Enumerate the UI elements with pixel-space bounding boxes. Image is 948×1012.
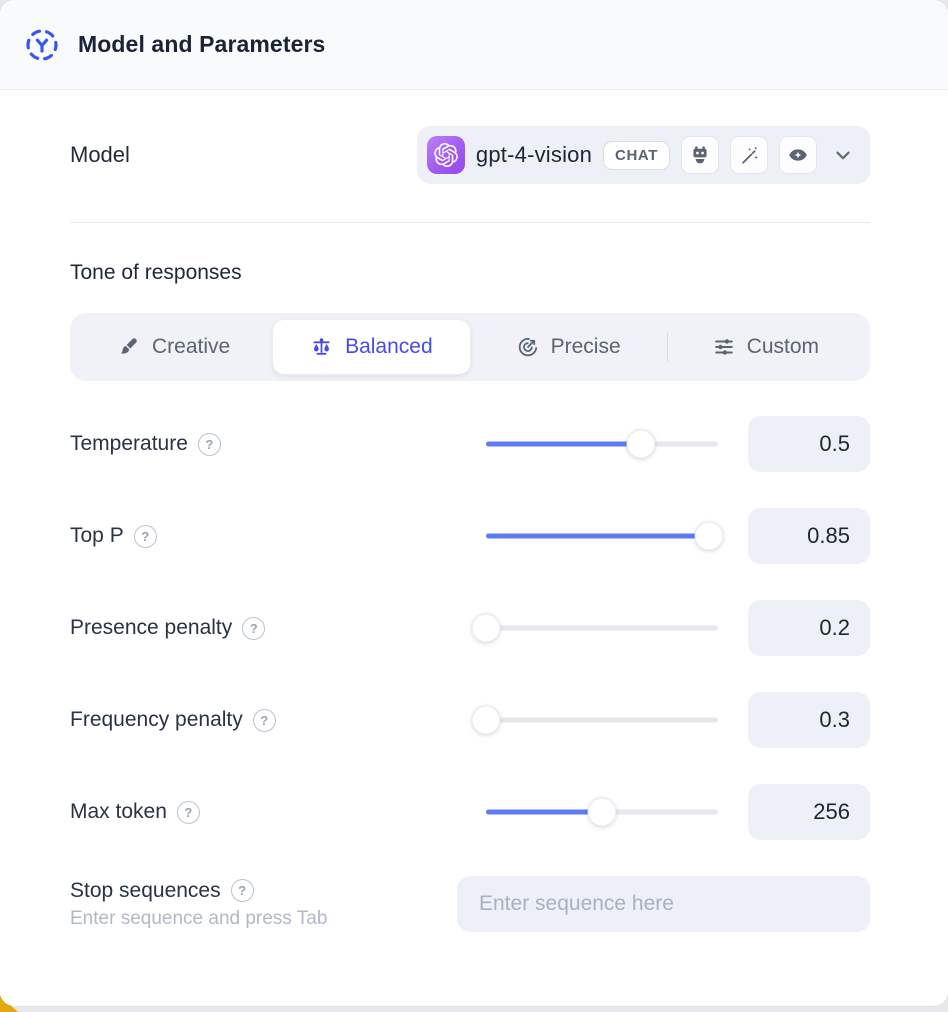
model-row: Model gpt-4-vision CHAT — [70, 126, 870, 184]
max-token-slider[interactable] — [486, 797, 718, 827]
parameter-row-max-token: Max token ? 256 — [70, 784, 870, 840]
slider-thumb[interactable] — [471, 705, 501, 735]
openai-logo-icon — [426, 136, 465, 174]
model-label: Model — [70, 142, 130, 167]
panel-header: Model and Parameters — [0, 0, 948, 90]
help-icon[interactable]: ? — [230, 879, 254, 902]
robot-icon[interactable] — [681, 136, 719, 174]
panel-body: Model gpt-4-vision CHAT — [0, 126, 948, 932]
tone-option-label: Precise — [550, 335, 621, 358]
top-p-value[interactable]: 0.85 — [748, 508, 870, 564]
tone-segmented-control: Creative Balanced — [70, 313, 870, 381]
slider-thumb[interactable] — [626, 429, 656, 459]
tone-option-label: Creative — [152, 335, 231, 358]
stop-sequences-input[interactable] — [457, 876, 870, 932]
help-icon[interactable]: ? — [133, 524, 157, 548]
temperature-slider[interactable] — [486, 429, 718, 459]
tone-option-precise[interactable]: Precise — [471, 319, 667, 375]
help-icon[interactable]: ? — [176, 800, 200, 824]
top-p-label: Top P — [70, 524, 124, 547]
slider-thumb[interactable] — [471, 613, 501, 643]
frequency-penalty-label: Frequency penalty — [70, 708, 243, 731]
temperature-label: Temperature — [70, 432, 188, 455]
section-divider — [70, 222, 870, 223]
parameter-row-top-p: Top P ? 0.85 — [70, 508, 870, 564]
vision-eye-icon[interactable] — [779, 136, 817, 174]
slider-fill — [486, 809, 602, 815]
help-icon[interactable]: ? — [252, 708, 276, 732]
frequency-penalty-value[interactable]: 0.3 — [748, 692, 870, 748]
slider-thumb[interactable] — [694, 521, 724, 551]
max-token-value[interactable]: 256 — [748, 784, 870, 840]
panel-title: Model and Parameters — [78, 31, 326, 57]
presence-penalty-label: Presence penalty — [70, 616, 233, 639]
stop-sequences-hint: Enter sequence and press Tab — [70, 907, 328, 929]
target-icon — [517, 336, 539, 358]
parameter-row-presence-penalty: Presence penalty ? 0.2 — [70, 600, 870, 656]
slider-track[interactable] — [486, 717, 718, 723]
tone-heading: Tone of responses — [70, 261, 242, 284]
balance-scale-icon — [310, 336, 333, 359]
parameter-row-frequency-penalty: Frequency penalty ? 0.3 — [70, 692, 870, 748]
slider-fill — [486, 533, 709, 539]
max-token-label: Max token — [70, 800, 167, 823]
tone-option-balanced[interactable]: Balanced — [272, 319, 471, 375]
chevron-down-icon[interactable] — [832, 144, 854, 166]
tone-option-label: Balanced — [345, 335, 433, 358]
magic-wand-icon[interactable] — [730, 136, 768, 174]
model-selector[interactable]: gpt-4-vision CHAT — [416, 126, 870, 184]
parameters-section: Temperature ? 0.5 Top P ? — [70, 416, 870, 932]
ai-agent-icon — [24, 27, 60, 63]
tone-option-label: Custom — [746, 335, 820, 358]
model-name: gpt-4-vision — [475, 142, 593, 167]
parameter-row-temperature: Temperature ? 0.5 — [70, 416, 870, 472]
help-icon[interactable]: ? — [197, 432, 221, 456]
slider-track[interactable] — [486, 625, 718, 631]
top-p-slider[interactable] — [486, 521, 724, 551]
paintbrush-icon — [118, 336, 140, 358]
segment-divider — [666, 332, 668, 362]
presence-penalty-slider[interactable] — [471, 613, 718, 643]
slider-fill — [486, 441, 642, 447]
stop-sequences-label: Stop sequences — [70, 878, 221, 902]
temperature-value[interactable]: 0.5 — [748, 416, 870, 472]
stop-sequences-row: Stop sequences ? Enter sequence and pres… — [70, 876, 870, 932]
tone-option-creative[interactable]: Creative — [76, 319, 272, 375]
help-icon[interactable]: ? — [242, 616, 266, 640]
model-type-badge: CHAT — [603, 140, 670, 170]
presence-penalty-value[interactable]: 0.2 — [748, 600, 870, 656]
tone-option-custom[interactable]: Custom — [668, 319, 864, 375]
slider-thumb[interactable] — [587, 797, 617, 827]
sliders-icon — [713, 336, 735, 358]
frequency-penalty-slider[interactable] — [471, 705, 718, 735]
